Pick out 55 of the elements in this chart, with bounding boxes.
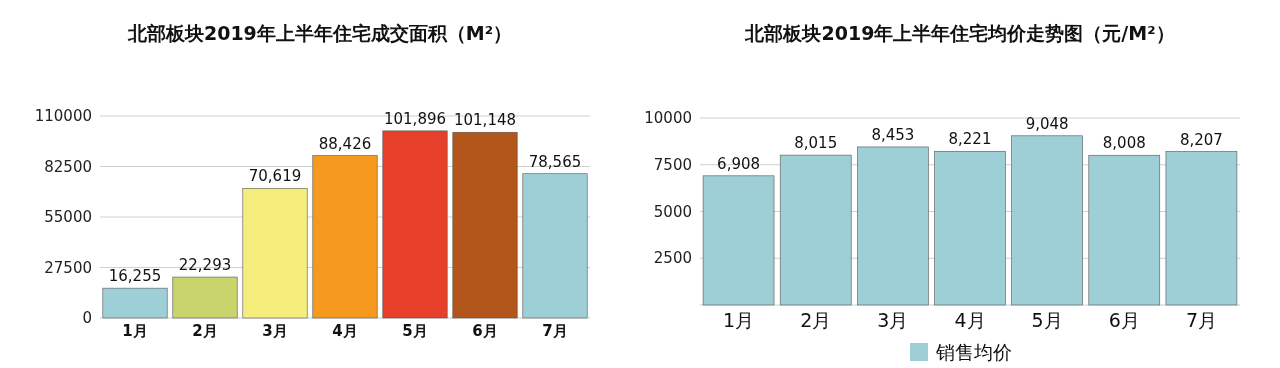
x-tick-label: 1月 [723,309,755,331]
data-label: 8,207 [1179,130,1223,149]
x-tick-label: 1月 [122,322,148,340]
data-label: 8,015 [794,134,838,153]
bar [382,130,448,319]
bar [934,150,1006,306]
data-label: 16,255 [108,267,162,286]
bar [857,146,929,306]
y-tick-label: 82500 [44,157,92,176]
x-tick-label: 4月 [332,322,358,340]
bar [452,131,518,319]
y-tick-label: 2500 [653,249,692,268]
x-tick-label: 7月 [1185,309,1217,331]
y-tick-label: 27500 [44,258,92,277]
data-label: 78,565 [528,152,582,171]
y-tick-label: 7500 [653,155,692,174]
data-label: 6,908 [717,154,761,173]
data-label: 8,453 [871,125,915,144]
y-tick-label: 110000 [34,107,92,125]
data-label: 9,048 [1025,114,1069,133]
bar [522,173,588,319]
bar [1165,151,1238,306]
chart-title: 北部板块2019年上半年住宅成交面积（M²） [126,22,513,44]
x-tick-label: 3月 [877,309,909,331]
data-label: 70,619 [248,167,302,186]
data-label: 101,148 [453,111,517,130]
legend: 销售均价 [910,341,1012,363]
bar [779,154,852,306]
bar [702,175,775,306]
x-tick-label: 7月 [542,322,568,340]
y-tick-label: 0 [82,309,92,327]
series-label: 销售均价 [935,341,1012,363]
chart-title: 北部板块2019年上半年住宅均价走势图（元/M²） [744,22,1175,44]
x-tick-label: 4月 [954,309,986,331]
bar [102,287,168,319]
x-tick-label: 2月 [800,309,832,331]
bar [312,155,378,319]
bar [242,188,308,319]
data-label: 101,896 [383,109,447,128]
y-tick-label: 55000 [44,208,92,226]
y-tick-label: 10000 [644,109,692,127]
x-tick-label: 6月 [472,322,498,340]
x-tick-label: 5月 [402,322,428,340]
x-tick-label: 2月 [192,322,218,340]
bar [1011,135,1083,306]
x-tick-label: 5月 [1031,309,1063,331]
x-tick-label: 3月 [262,322,288,340]
bar [1088,154,1161,306]
data-label: 22,293 [178,256,232,275]
bar [172,276,238,319]
y-tick-label: 5000 [653,202,692,221]
data-label: 8,221 [948,130,992,149]
x-tick-label: 6月 [1108,309,1140,331]
data-label: 88,426 [318,134,372,153]
data-label: 8,008 [1102,134,1146,153]
